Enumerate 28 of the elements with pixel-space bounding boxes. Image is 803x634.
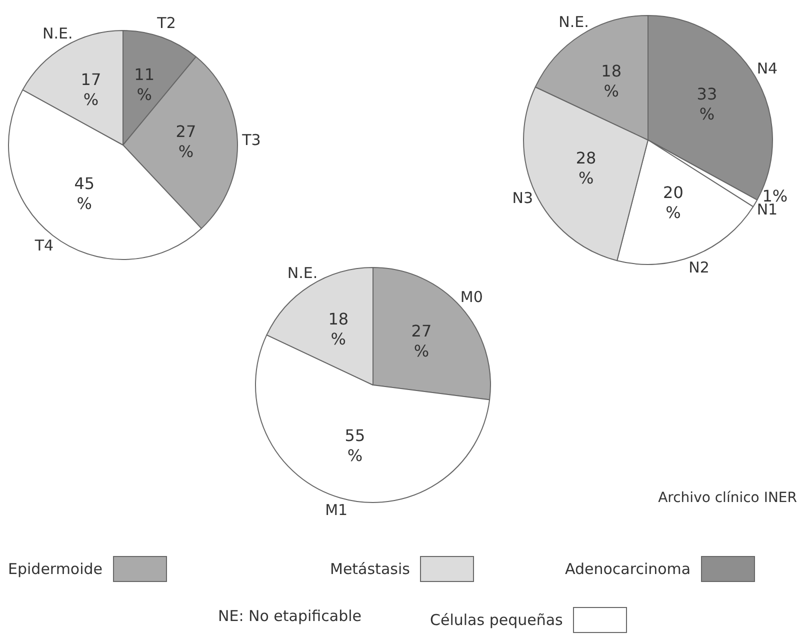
data-label: 33 % bbox=[696, 84, 718, 124]
category-label: Células pequeñas bbox=[430, 611, 563, 629]
slice-label: N.E. bbox=[558, 12, 589, 31]
slice-label: T4 bbox=[34, 236, 54, 254]
slice-label: N.E. bbox=[42, 24, 73, 42]
slice-label: T2 bbox=[156, 14, 176, 32]
data-label: 18 % bbox=[601, 61, 622, 100]
slice-label: N3 bbox=[512, 188, 534, 207]
slice-label: M0 bbox=[460, 288, 483, 306]
category-label: NE: No etapificable bbox=[218, 607, 362, 625]
category-label: Adenocarcinoma bbox=[565, 560, 691, 578]
text: Archivo clínico INER bbox=[658, 490, 797, 506]
category-label: Epidermoide bbox=[8, 560, 103, 578]
data-label: 20 % bbox=[663, 182, 684, 222]
data-label: 11 % bbox=[134, 64, 155, 104]
data-label: 45 % bbox=[74, 174, 95, 213]
slice-label: N2 bbox=[688, 258, 710, 277]
data-label: 55 % bbox=[344, 426, 366, 466]
slice-label: N4 bbox=[756, 59, 778, 78]
data-label: 27 % bbox=[411, 321, 432, 360]
slice-label: T3 bbox=[241, 130, 261, 149]
category-label: Metástasis bbox=[330, 560, 410, 578]
data-label: 18 % bbox=[328, 310, 349, 349]
data-label: 17 % bbox=[80, 70, 102, 109]
data-label: 28 % bbox=[576, 148, 596, 188]
slice-label: N.E. bbox=[287, 264, 318, 282]
slice-label: M1 bbox=[325, 501, 348, 520]
data-label: 27 % bbox=[176, 122, 196, 162]
